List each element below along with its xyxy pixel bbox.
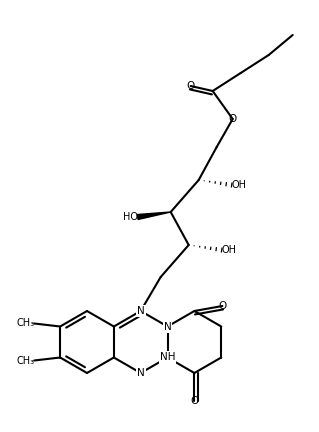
Text: O: O [229, 114, 237, 124]
Text: OH: OH [232, 180, 247, 190]
Text: CH₃: CH₃ [16, 356, 34, 365]
Text: HO: HO [123, 212, 138, 222]
Text: NH: NH [160, 353, 175, 362]
Text: O: O [218, 301, 226, 311]
Text: O: O [187, 81, 195, 91]
Polygon shape [137, 212, 171, 219]
Text: O: O [190, 396, 198, 406]
Text: N: N [164, 321, 171, 331]
Text: N: N [137, 306, 145, 316]
Text: CH₃: CH₃ [16, 318, 34, 328]
Text: N: N [137, 368, 145, 378]
Text: OH: OH [222, 245, 237, 255]
